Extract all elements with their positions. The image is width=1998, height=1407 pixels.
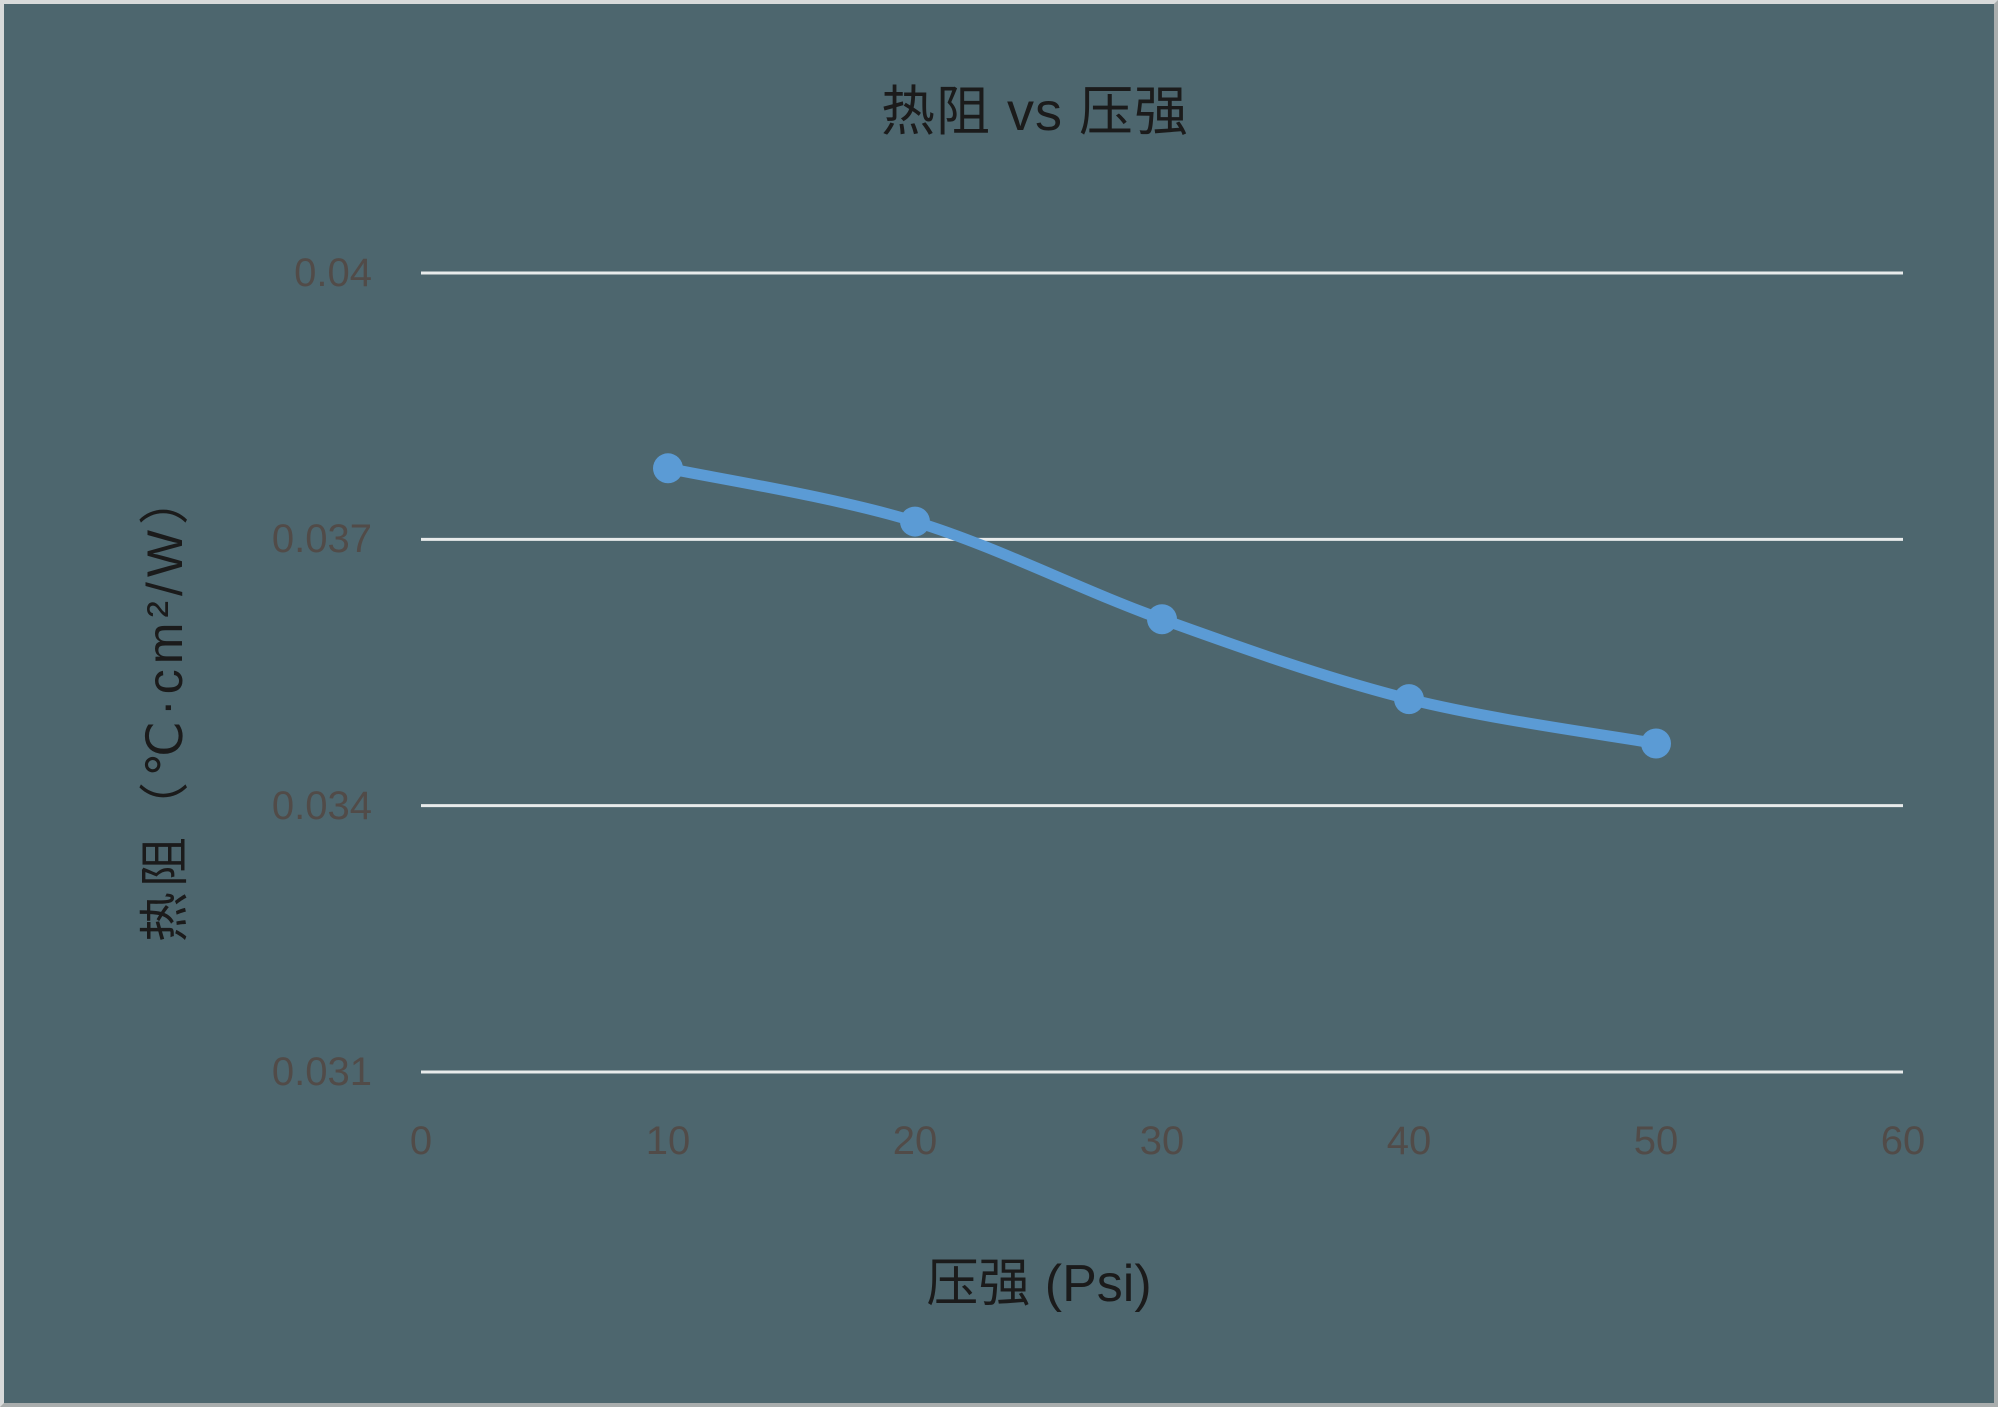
y-tick-label: 0.037 [271, 517, 372, 562]
data-point-marker [653, 453, 683, 484]
y-tick-label: 0.031 [271, 1050, 372, 1094]
data-point-marker [900, 506, 930, 537]
y-tick-label: 0.04 [294, 251, 372, 295]
x-tick-label: 60 [1880, 1119, 1926, 1163]
x-tick-label: 20 [892, 1119, 938, 1163]
line-plot [421, 271, 1903, 1074]
x-tick-label: 40 [1386, 1119, 1432, 1163]
x-axis-title: 压强 (Psi) [926, 1255, 1152, 1313]
data-point-marker [1394, 684, 1424, 715]
x-tick-label: 0 [409, 1119, 433, 1163]
y-tick-label: 0.034 [271, 783, 372, 828]
x-tick-label: 10 [645, 1119, 691, 1163]
data-point-marker [1641, 728, 1671, 759]
x-tick-label: 50 [1633, 1119, 1679, 1163]
chart-title: 热阻 vs 压强 [880, 82, 1190, 142]
x-tick-label: 30 [1139, 1119, 1185, 1163]
data-point-marker [1147, 604, 1177, 635]
